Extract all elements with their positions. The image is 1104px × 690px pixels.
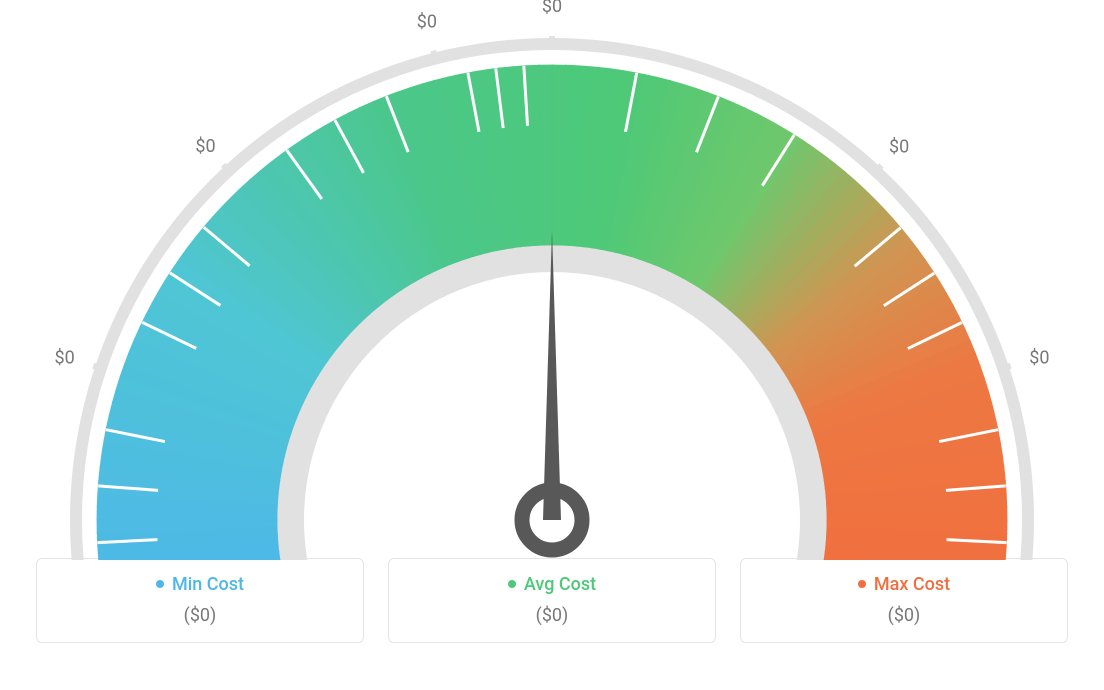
legend-dot-max (858, 580, 866, 588)
legend-value-avg: ($0) (401, 605, 703, 626)
svg-text:$0: $0 (889, 136, 909, 157)
legend-dot-min (156, 580, 164, 588)
legend-title-min: Min Cost (172, 574, 244, 595)
svg-text:$0: $0 (1029, 347, 1049, 368)
cost-gauge: $0$0$0$0$0$0$0$0 (0, 0, 1104, 550)
legend-title-avg: Avg Cost (524, 574, 596, 595)
legend-card-min: Min Cost ($0) (36, 558, 364, 643)
legend-row: Min Cost ($0) Avg Cost ($0) Max Cost ($0… (0, 558, 1104, 643)
svg-text:$0: $0 (55, 347, 75, 368)
legend-value-max: ($0) (753, 605, 1055, 626)
legend-card-avg: Avg Cost ($0) (388, 558, 716, 643)
legend-title-max: Max Cost (874, 574, 950, 595)
svg-text:$0: $0 (417, 12, 437, 33)
svg-text:$0: $0 (542, 0, 562, 17)
gauge-svg: $0$0$0$0$0$0$0$0 (0, 0, 1104, 560)
legend-value-min: ($0) (49, 605, 351, 626)
legend-dot-avg (508, 580, 516, 588)
svg-text:$0: $0 (195, 136, 215, 157)
legend-card-max: Max Cost ($0) (740, 558, 1068, 643)
